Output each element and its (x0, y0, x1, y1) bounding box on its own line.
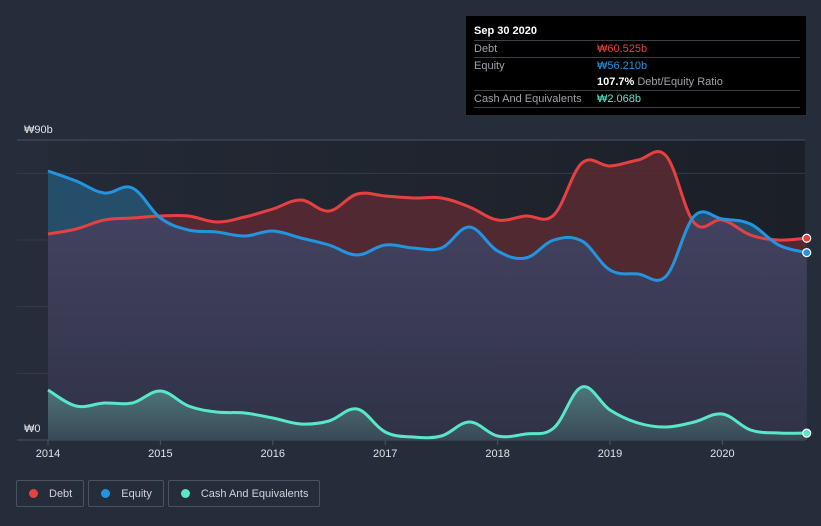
x-axis: 2014 2015 2016 2017 2018 2019 2020 (36, 440, 735, 460)
debt-end-marker (802, 233, 812, 243)
tooltip-row-equity: Equity ₩56.210b (474, 58, 800, 74)
legend: Debt Equity Cash And Equivalents (16, 480, 321, 507)
equity-line (47, 169, 808, 282)
y-tick-label-top: ₩90b (24, 124, 53, 136)
tooltip-row-cash: Cash And Equivalents ₩2.068b (474, 91, 800, 108)
debt-line (47, 150, 807, 242)
x-tick-label: 2019 (598, 448, 622, 460)
tooltip-label-cash: Cash And Equivalents (474, 93, 582, 105)
x-tick-label: 2017 (373, 448, 397, 460)
legend-item-cash[interactable]: Cash And Equivalents (167, 480, 321, 507)
tooltip-value-debt: ₩60.525b (597, 43, 648, 55)
equity-end-marker (802, 248, 812, 258)
tooltip-value-cash: ₩2.068b (597, 93, 642, 105)
cash-end-marker (802, 428, 812, 438)
legend-label-equity: Equity (121, 487, 152, 500)
tooltip-value-equity: ₩56.210b (597, 60, 648, 72)
legend-item-equity[interactable]: Equity (88, 480, 164, 507)
tooltip-label-debt: Debt (474, 43, 498, 55)
series-lines (47, 150, 808, 440)
legend-dot-equity-icon (101, 489, 111, 498)
tooltip-ratio-label: Debt/Equity Ratio (637, 76, 723, 88)
tooltip-ratio-value: 107.7% (597, 76, 635, 88)
x-tick-label: 2015 (148, 448, 172, 460)
tooltip: Sep 30 2020 Debt ₩60.525b Equity ₩56.210… (466, 16, 806, 115)
tooltip-date: Sep 30 2020 (474, 23, 800, 41)
legend-dot-debt-icon (29, 489, 38, 498)
overlap-area (48, 216, 807, 440)
y-tick-label-zero: ₩0 (24, 423, 41, 435)
cash-line (47, 385, 807, 440)
x-tick-label: 2014 (36, 448, 60, 460)
legend-dot-cash-icon (180, 489, 190, 498)
legend-label-debt: Debt (49, 487, 73, 500)
tooltip-row-debt: Debt ₩60.525b (474, 41, 800, 58)
x-tick-label: 2020 (710, 448, 734, 460)
end-markers (802, 233, 812, 438)
tooltip-row-ratio: 107.7% Debt/Equity Ratio (474, 74, 800, 91)
legend-item-debt[interactable]: Debt (16, 480, 85, 507)
tooltip-label-equity: Equity (474, 60, 505, 72)
x-tick-label: 2018 (485, 448, 509, 460)
cash-area (48, 386, 807, 440)
x-tick-label: 2016 (261, 448, 285, 460)
legend-label-cash: Cash And Equivalents (200, 487, 309, 500)
series-areas (48, 151, 807, 440)
